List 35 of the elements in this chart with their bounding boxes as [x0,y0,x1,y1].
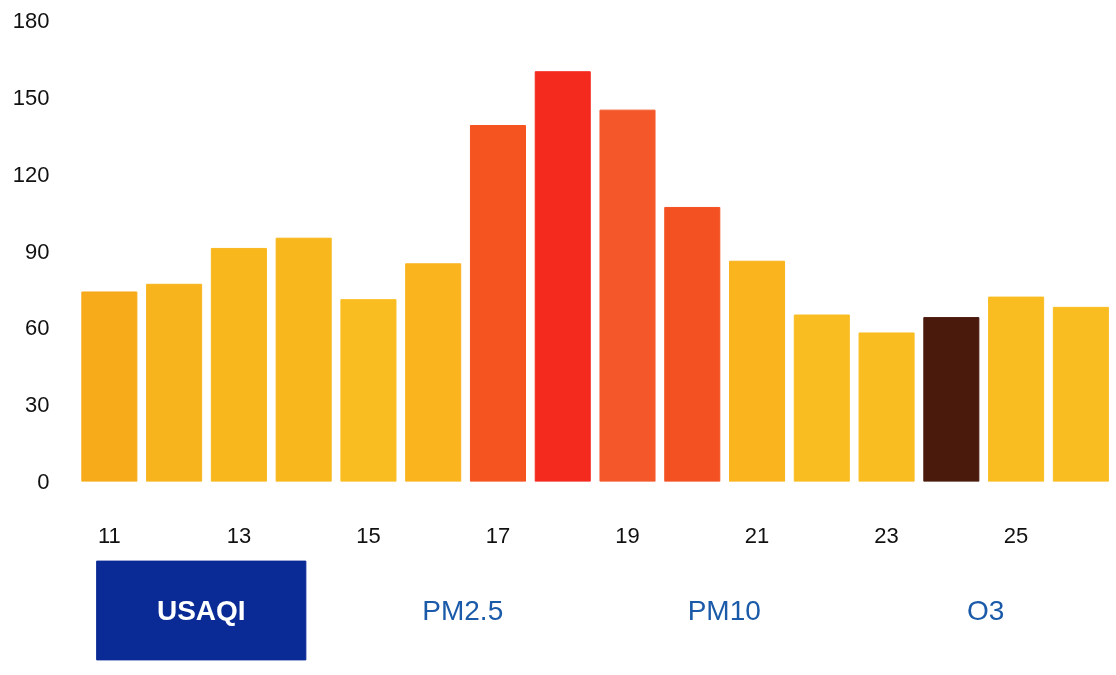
bar [275,237,332,482]
bar [534,71,591,482]
x-tick-label: 17 [485,522,511,548]
bar [729,260,786,482]
y-tick-label: 120 [12,161,50,187]
x-tick-label: 19 [615,522,640,548]
bar [988,296,1045,482]
text: USAQI [156,595,246,626]
text: PM10 [687,595,761,626]
x-tick-label: 11 [97,522,121,548]
bar [858,332,915,482]
x-tick-label: 25 [1003,522,1029,548]
y-tick-label: 150 [12,84,50,110]
bar [664,206,721,482]
bar [340,299,397,482]
bar [210,247,267,482]
x-tick-label: 13 [226,522,252,548]
y-tick-label: 0 [37,469,50,494]
y-tick-label: 180 [12,8,50,33]
bar [793,314,850,482]
text: PM2.5 [422,595,504,626]
y-tick-label: 30 [25,392,50,418]
bar [405,263,462,482]
bar [599,109,656,482]
bar [146,283,203,482]
text: O3 [967,595,1005,626]
bar [81,291,138,482]
y-tick-label: 60 [25,315,50,341]
bar [469,125,526,482]
x-tick-label: 15 [356,522,381,548]
bar [1052,306,1109,482]
bar [923,317,980,482]
x-tick-label: 21 [744,522,770,548]
x-tick-label: 23 [874,522,899,548]
y-tick-label: 90 [25,238,50,264]
